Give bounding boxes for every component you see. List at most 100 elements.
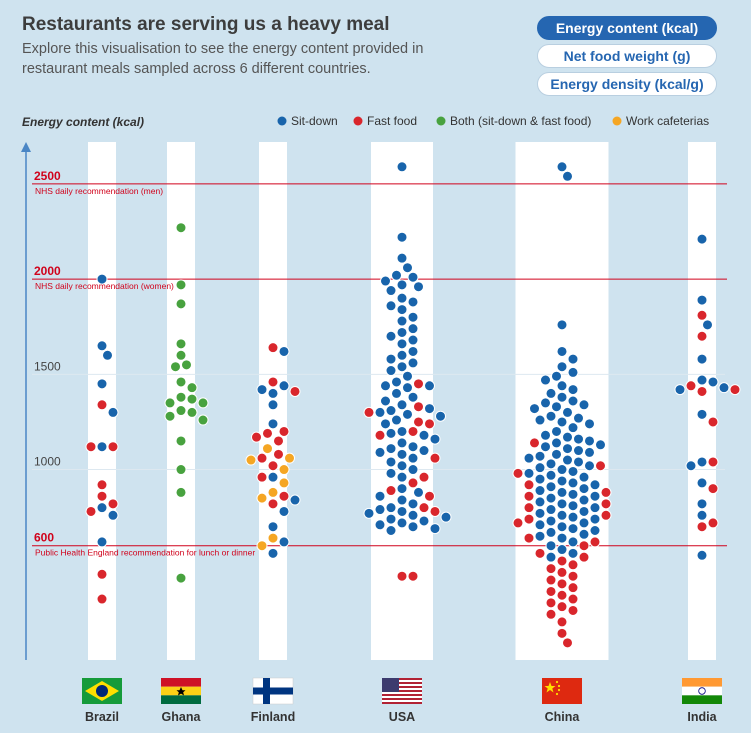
data-point[interactable] [545, 526, 557, 538]
data-point[interactable] [289, 494, 301, 506]
data-point[interactable] [584, 435, 595, 447]
data-point[interactable] [396, 494, 408, 506]
data-point[interactable] [413, 486, 424, 498]
data-point[interactable] [256, 540, 268, 552]
data-point[interactable] [197, 414, 209, 426]
data-point[interactable] [407, 357, 419, 369]
data-point[interactable] [578, 505, 590, 517]
data-point[interactable] [363, 406, 375, 418]
data-point[interactable] [562, 431, 573, 443]
data-point[interactable] [407, 570, 419, 582]
data-point[interactable] [567, 366, 579, 378]
data-point[interactable] [556, 416, 568, 428]
data-point[interactable] [267, 471, 279, 483]
data-point[interactable] [578, 494, 590, 506]
data-point[interactable] [707, 376, 719, 388]
data-point[interactable] [573, 445, 584, 457]
data-point[interactable] [407, 425, 419, 437]
data-point[interactable] [385, 427, 397, 439]
data-point[interactable] [562, 406, 573, 418]
data-point[interactable] [407, 441, 419, 453]
data-point[interactable] [164, 410, 176, 422]
data-point[interactable] [696, 330, 708, 342]
data-point[interactable] [396, 460, 408, 472]
data-point[interactable] [567, 582, 579, 594]
data-point[interactable] [545, 585, 557, 597]
data-point[interactable] [107, 509, 119, 521]
data-point[interactable] [545, 481, 557, 493]
data-point[interactable] [380, 395, 391, 407]
data-point[interactable] [523, 502, 535, 514]
data-point[interactable] [573, 456, 584, 468]
data-point[interactable] [556, 627, 568, 639]
data-point[interactable] [584, 446, 595, 458]
data-point[interactable] [267, 547, 279, 559]
data-point[interactable] [273, 435, 284, 447]
data-point[interactable] [424, 403, 435, 415]
data-point[interactable] [396, 483, 408, 495]
data-point[interactable] [396, 361, 408, 373]
data-point[interactable] [407, 296, 419, 308]
data-point[interactable] [251, 431, 262, 443]
data-point[interactable] [175, 338, 187, 350]
data-point[interactable] [595, 460, 606, 472]
data-point[interactable] [556, 486, 568, 498]
data-point[interactable] [102, 349, 113, 361]
data-point[interactable] [396, 231, 408, 243]
data-point[interactable] [402, 408, 413, 420]
data-point[interactable] [85, 505, 97, 517]
data-point[interactable] [567, 395, 579, 407]
data-point[interactable] [385, 443, 397, 455]
data-point[interactable] [600, 509, 612, 521]
data-point[interactable] [567, 570, 579, 582]
data-point[interactable] [407, 452, 419, 464]
data-point[interactable] [523, 490, 535, 502]
data-point[interactable] [262, 443, 273, 455]
data-point[interactable] [385, 513, 397, 525]
data-point[interactable] [578, 399, 590, 411]
data-point[interactable] [696, 309, 708, 321]
data-point[interactable] [534, 530, 546, 542]
data-point[interactable] [396, 437, 408, 449]
data-point[interactable] [245, 454, 257, 466]
data-point[interactable] [385, 456, 397, 468]
data-point[interactable] [556, 601, 568, 613]
data-point[interactable] [556, 391, 568, 403]
data-point[interactable] [278, 464, 290, 476]
data-point[interactable] [256, 384, 268, 396]
data-point[interactable] [413, 378, 424, 390]
data-point[interactable] [567, 547, 579, 559]
data-point[interactable] [578, 540, 590, 552]
data-point[interactable] [696, 385, 708, 397]
data-point[interactable] [556, 555, 568, 567]
data-point[interactable] [567, 500, 579, 512]
data-point[interactable] [523, 467, 535, 479]
data-point[interactable] [374, 446, 386, 458]
data-point[interactable] [385, 502, 397, 514]
data-point[interactable] [545, 551, 557, 563]
data-point[interactable] [567, 384, 579, 396]
data-point[interactable] [385, 485, 397, 497]
data-point[interactable] [175, 405, 187, 417]
data-point[interactable] [396, 505, 408, 517]
data-point[interactable] [545, 387, 557, 399]
data-point[interactable] [413, 416, 424, 428]
data-point[interactable] [175, 222, 187, 234]
data-point[interactable] [567, 604, 579, 616]
data-point[interactable] [589, 536, 601, 548]
data-point[interactable] [589, 479, 601, 491]
data-point[interactable] [256, 471, 268, 483]
data-point[interactable] [589, 525, 601, 536]
data-point[interactable] [407, 521, 419, 533]
data-point[interactable] [391, 376, 402, 388]
data-point[interactable] [175, 376, 187, 388]
data-point[interactable] [186, 406, 198, 418]
data-point[interactable] [396, 252, 408, 264]
data-point[interactable] [175, 279, 187, 291]
data-point[interactable] [267, 486, 279, 498]
data-point[interactable] [396, 279, 408, 291]
data-point[interactable] [175, 349, 187, 361]
data-point[interactable] [424, 380, 435, 392]
data-point[interactable] [523, 513, 535, 525]
data-point[interactable] [556, 566, 568, 578]
